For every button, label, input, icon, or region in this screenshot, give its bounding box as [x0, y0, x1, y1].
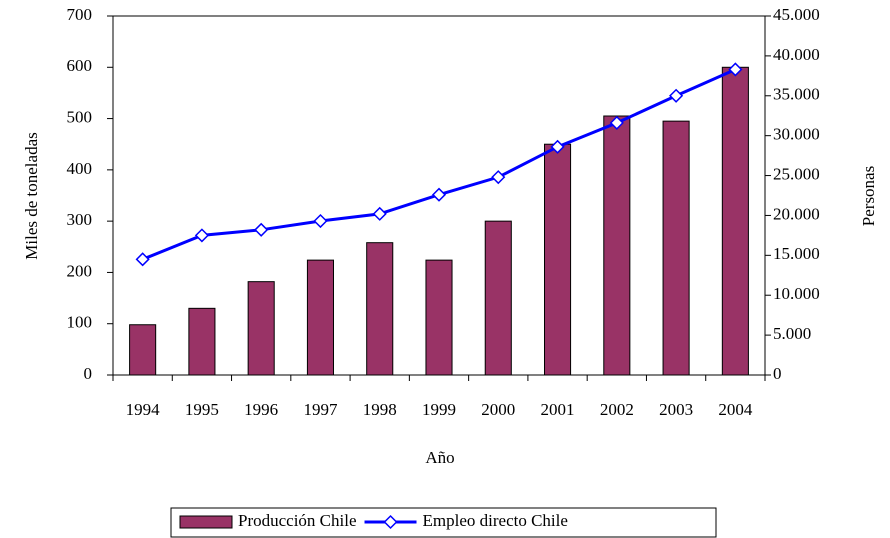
marker	[194, 228, 209, 243]
marker	[609, 115, 624, 130]
y-tick-label: 300	[67, 210, 93, 229]
bar	[484, 220, 512, 376]
x-tick-label: 2000	[481, 400, 515, 419]
y2-tick-label: 10.000	[773, 284, 820, 303]
x-tick-label: 2002	[600, 400, 634, 419]
legend-label: Empleo directo Chile	[423, 511, 568, 530]
x-tick-label: 1998	[363, 400, 397, 419]
x-tick-label: 1997	[303, 400, 338, 419]
marker	[313, 213, 328, 229]
y-tick-label: 100	[67, 313, 93, 332]
bar	[544, 143, 572, 376]
x-axis-title: Año	[425, 448, 454, 467]
x-tick-label: 2003	[659, 400, 693, 419]
y-axis-title: Miles de toneladas	[22, 132, 41, 259]
bar	[721, 66, 749, 376]
y-tick-label: 200	[67, 261, 93, 280]
x-tick-label: 1999	[422, 400, 456, 419]
legend-marker	[383, 514, 398, 530]
bar	[662, 120, 690, 376]
bar	[603, 115, 631, 376]
marker	[728, 62, 743, 77]
bar	[366, 242, 394, 376]
legend-label: Producción Chile	[238, 511, 357, 530]
y-tick-label: 600	[67, 56, 93, 75]
y2-tick-label: 45.000	[773, 5, 820, 24]
bar	[425, 259, 453, 376]
y2-tick-label: 15.000	[773, 244, 820, 263]
bar	[306, 259, 334, 376]
marker	[372, 206, 387, 221]
bar	[129, 324, 157, 376]
legend-box	[170, 507, 717, 538]
bar	[247, 281, 275, 376]
y2-tick-label: 25.000	[773, 164, 820, 183]
y2-tick-label: 35.000	[773, 85, 820, 104]
y-tick-label: 400	[67, 159, 93, 178]
marker	[550, 139, 565, 154]
x-tick-label: 2004	[718, 400, 753, 419]
marker	[135, 252, 150, 267]
marker	[431, 187, 447, 202]
y2-tick-label: 30.000	[773, 125, 820, 144]
legend-swatch	[179, 515, 233, 529]
y-tick-label: 700	[67, 5, 93, 24]
marker	[254, 222, 269, 237]
y2-axis-title: Personas	[859, 166, 878, 226]
y2-tick-label: 0	[773, 364, 782, 383]
marker	[491, 170, 506, 185]
line	[142, 68, 736, 261]
y-tick-label: 500	[67, 107, 93, 126]
marker	[669, 88, 684, 103]
y2-tick-label: 5.000	[773, 324, 811, 343]
x-tick-label: 1995	[185, 400, 219, 419]
x-tick-label: 1996	[244, 400, 278, 419]
x-tick-label: 1994	[126, 400, 161, 419]
bar	[188, 307, 216, 376]
y2-tick-label: 20.000	[773, 204, 820, 223]
y-tick-label: 0	[84, 364, 93, 383]
x-tick-label: 2001	[541, 400, 575, 419]
y2-tick-label: 40.000	[773, 45, 820, 64]
